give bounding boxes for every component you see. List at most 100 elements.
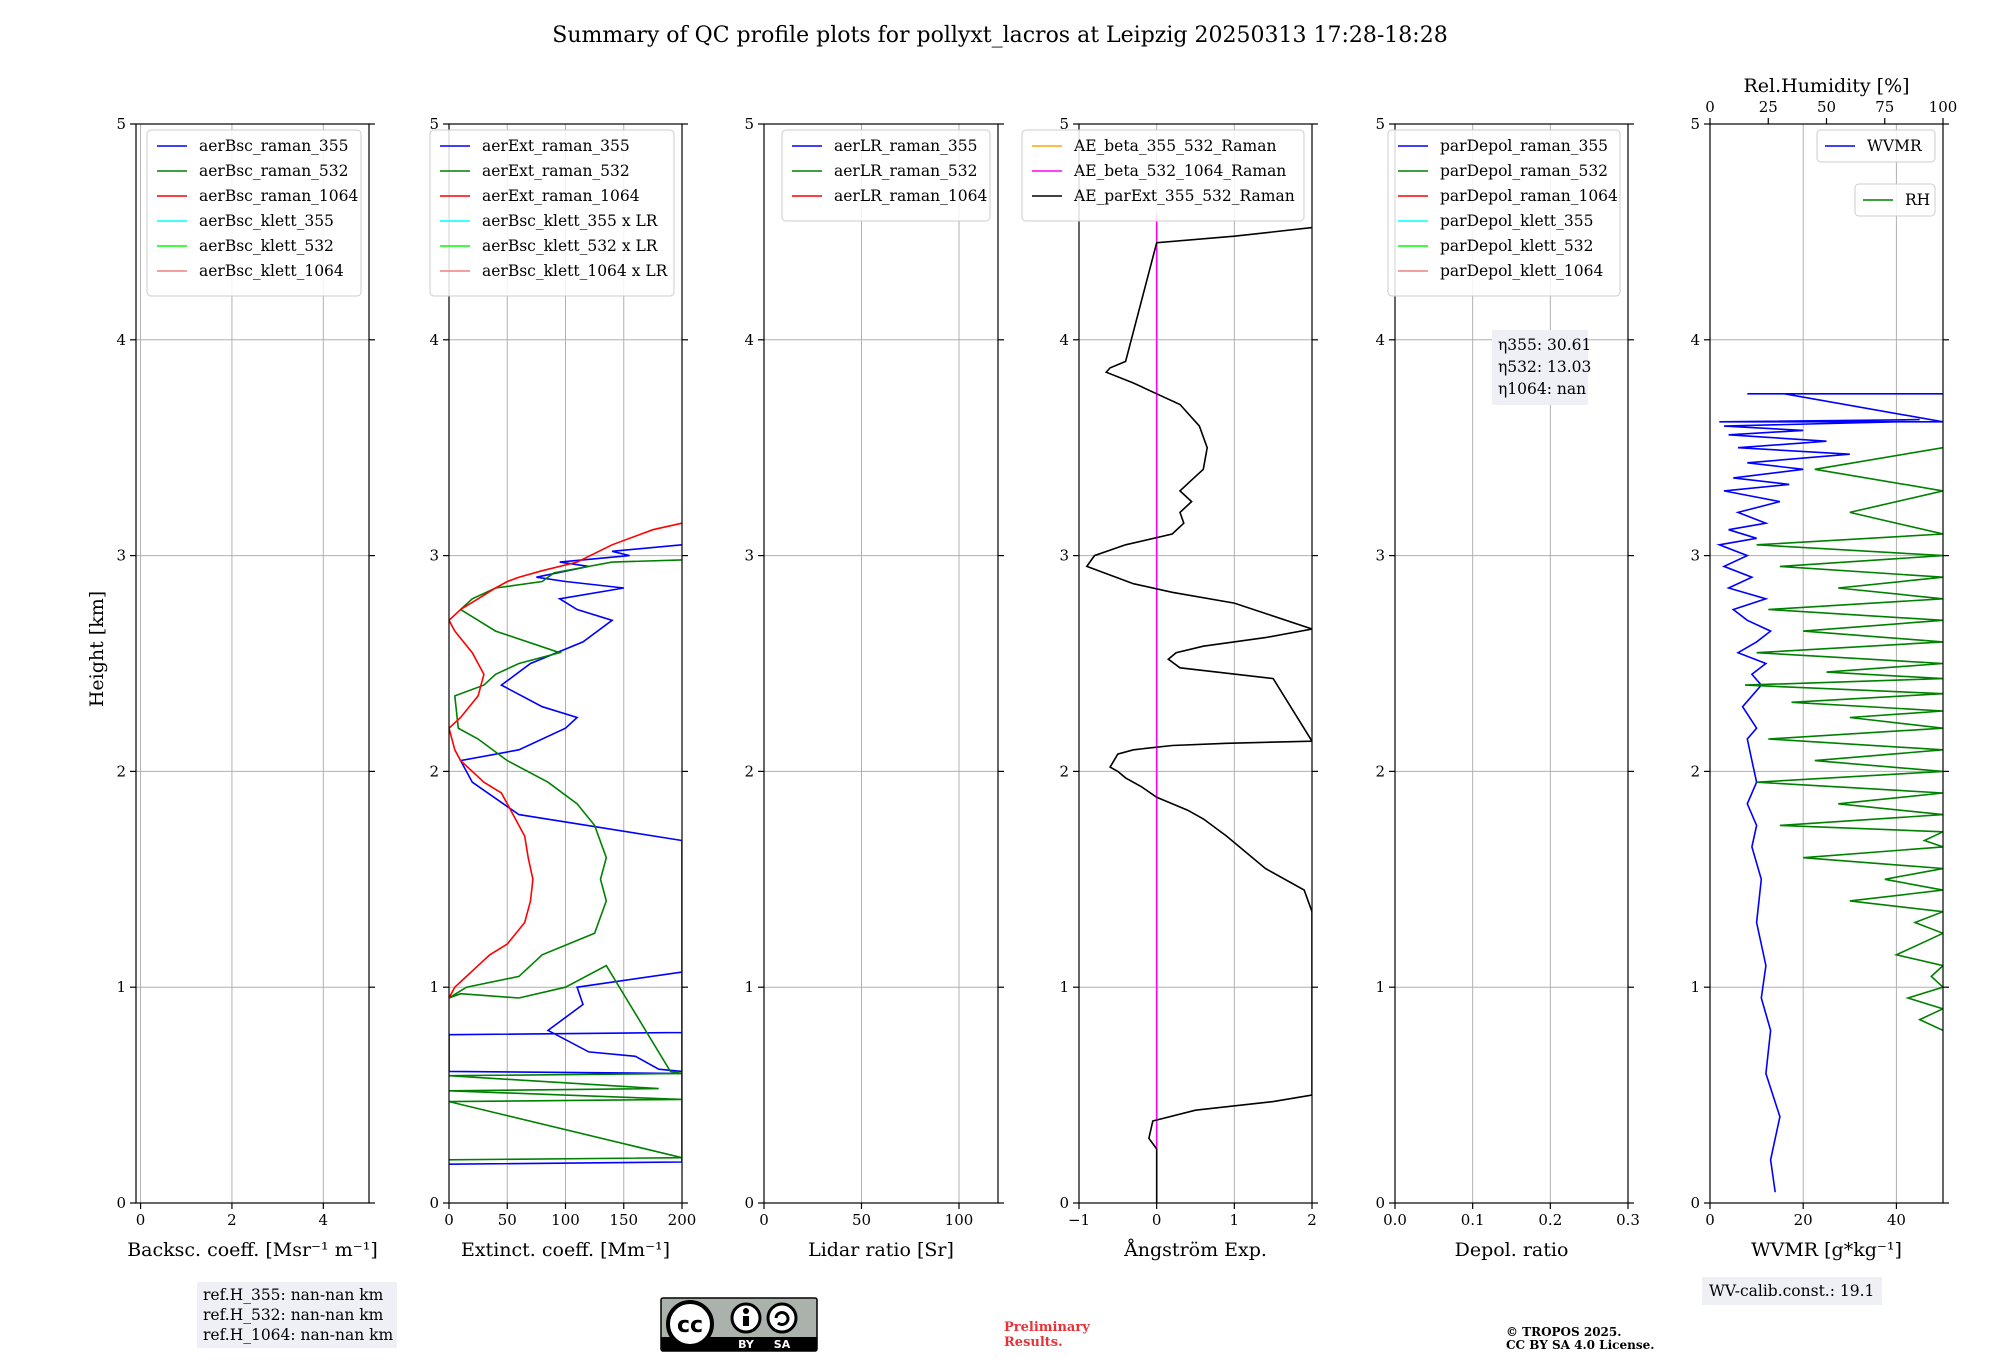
x-axis-label: Backsc. coeff. [Msr⁻¹ m⁻¹]: [127, 1239, 378, 1261]
y-tick-label: 3: [1375, 547, 1385, 565]
y-tick-label: 1: [429, 978, 439, 996]
y-tick-label: 2: [1375, 762, 1385, 780]
legend-label: aerLR_raman_532: [834, 162, 977, 180]
copyright-line-1: © TROPOS 2025.: [1506, 1325, 1621, 1339]
x-tick-label: 0.0: [1383, 1211, 1407, 1229]
x-tick-label: 0.1: [1461, 1211, 1485, 1229]
series-group: [1716, 392, 1943, 1193]
cc-icon: cc: [677, 1313, 703, 1338]
legend: parDepol_raman_355 parDepol_raman_532 parD…: [1387, 129, 1621, 297]
y-tick-label: 0: [744, 1194, 754, 1212]
sa-label: SA: [774, 1338, 791, 1351]
top-x-tick-label: 0: [1705, 98, 1715, 116]
series-line-aerExt_raman_355: [449, 544, 682, 1165]
top-x-axis-label: Rel.Humidity [%]: [1743, 75, 1909, 97]
annotation-box: ref.H_355: nan-nan km ref.H_532: nan-nan …: [197, 1282, 397, 1348]
legend-label: parDepol_klett_1064: [1440, 262, 1603, 280]
legend-label: aerBsc_raman_532: [199, 162, 349, 180]
y-tick-label: 1: [1059, 978, 1069, 996]
y-tick-label: 1: [1375, 978, 1385, 996]
x-axis-label: Lidar ratio [Sr]: [808, 1239, 954, 1261]
top-x-tick-label: 50: [1817, 98, 1836, 116]
legend-label: aerExt_raman_355: [482, 137, 630, 155]
x-tick-label: 0: [444, 1211, 454, 1229]
eta-box: [1492, 330, 1588, 405]
legend-label: aerBsc_klett_355 x LR: [482, 212, 659, 230]
x-axis-label: Ångström Exp.: [1123, 1239, 1267, 1261]
legend-label: parDepol_klett_532: [1440, 237, 1593, 255]
legend-label: aerExt_raman_532: [482, 162, 630, 180]
legend-label: aerBsc_klett_532: [199, 237, 334, 255]
ref-height-text: ref.H_532: nan-nan km: [203, 1306, 384, 1324]
by-icon: [743, 1308, 749, 1314]
gridlines: [1709, 123, 1943, 1204]
legend-label: aerBsc_raman_355: [199, 137, 349, 155]
y-tick-label: 2: [1690, 762, 1700, 780]
y-tick-label: 5: [1690, 115, 1700, 133]
sa-icon: [774, 1311, 790, 1326]
annotation-box: η355: 30.61 η532: 13.03 η1064: nan: [1492, 330, 1591, 405]
x-tick-label: 100: [551, 1211, 580, 1229]
x-tick-label: 0: [1152, 1211, 1162, 1229]
series-line-RH: [1744, 446, 1943, 1032]
legend-label: AE_beta_532_1064_Raman: [1073, 162, 1286, 180]
figure-title: Summary of QC profile plots for pollyxt_…: [552, 23, 1447, 48]
legend-box: [781, 129, 991, 222]
legend-box: [1021, 129, 1305, 222]
y-tick-label: 4: [1059, 331, 1069, 349]
x-tick-label: 40: [1887, 1211, 1906, 1229]
y-tick-label: 1: [744, 978, 754, 996]
top-x-tick-label: 100: [1929, 98, 1958, 116]
x-tick-label: 0.2: [1538, 1211, 1562, 1229]
panel-5: 0 1 2 3 4 5 0.0 0.1 0.2 0.3 Depol. ratio parDepol_r…: [1375, 115, 1639, 1261]
series-line-aerExt_raman_1064: [449, 522, 682, 999]
y-tick-label: 4: [116, 331, 126, 349]
legend-label: parDepol_raman_532: [1440, 162, 1608, 180]
y-tick-label: 2: [1059, 762, 1069, 780]
eta-text: η532: 13.03: [1498, 358, 1591, 376]
y-tick-label: 1: [116, 978, 126, 996]
x-tick-label: 200: [668, 1211, 697, 1229]
y-tick-label: 2: [116, 762, 126, 780]
axes-frame: [135, 123, 370, 1204]
x-tick-label: 0: [136, 1211, 146, 1229]
axes-frame: [763, 123, 999, 1204]
y-tick-label: 3: [1690, 547, 1700, 565]
legend-label: WVMR: [1867, 137, 1923, 155]
legend-RH: RH: [1854, 183, 1936, 217]
legend-label: AE_parExt_355_532_Raman: [1073, 187, 1295, 205]
axes-frame: [1078, 123, 1313, 1204]
x-tick-label: 2: [227, 1211, 237, 1229]
y-axis-label: Height [km]: [86, 591, 108, 707]
legend-box: [1854, 183, 1936, 217]
legend: aerBsc_raman_355 aerBsc_raman_532 aerBsc_r…: [146, 129, 362, 297]
y-tick-label: 5: [744, 115, 754, 133]
y-tick-label: 5: [429, 115, 439, 133]
series-line-WVMR: [1716, 392, 1943, 1193]
ref-height-box: [197, 1282, 397, 1348]
legend: AE_beta_355_532_Raman AE_beta_532_1064_Ra…: [1021, 129, 1305, 222]
x-tick-label: 2: [1307, 1211, 1317, 1229]
series-line-AE_parExt_355_532_Raman: [1085, 226, 1312, 1203]
cc-license-badge: cc BY SA: [660, 1297, 818, 1352]
legend-label: aerLR_raman_355: [834, 137, 977, 155]
x-tick-label: 0.3: [1616, 1211, 1640, 1229]
preliminary-label-2: Results.: [1004, 1335, 1063, 1350]
y-tick-label: 5: [1059, 115, 1069, 133]
x-axis-label: Extinct. coeff. [Mm⁻¹]: [461, 1239, 670, 1261]
axes-frame: [1394, 123, 1629, 1204]
panel-1: 0 1 2 3 4 5 0 2 4 Backsc. coeff. [Msr⁻¹ m⁻¹] aerBs…: [116, 115, 397, 1348]
y-tick-label: 4: [744, 331, 754, 349]
legend-label: parDepol_raman_355: [1440, 137, 1608, 155]
x-axis-label: Depol. ratio: [1455, 1239, 1569, 1261]
y-tick-label: 4: [429, 331, 439, 349]
series-group: [1085, 214, 1312, 1203]
eta-text: η355: 30.61: [1498, 336, 1591, 354]
y-tick-label: 4: [1375, 331, 1385, 349]
y-tick-label: 3: [429, 547, 439, 565]
legend-label: aerBsc_klett_1064: [199, 262, 344, 280]
